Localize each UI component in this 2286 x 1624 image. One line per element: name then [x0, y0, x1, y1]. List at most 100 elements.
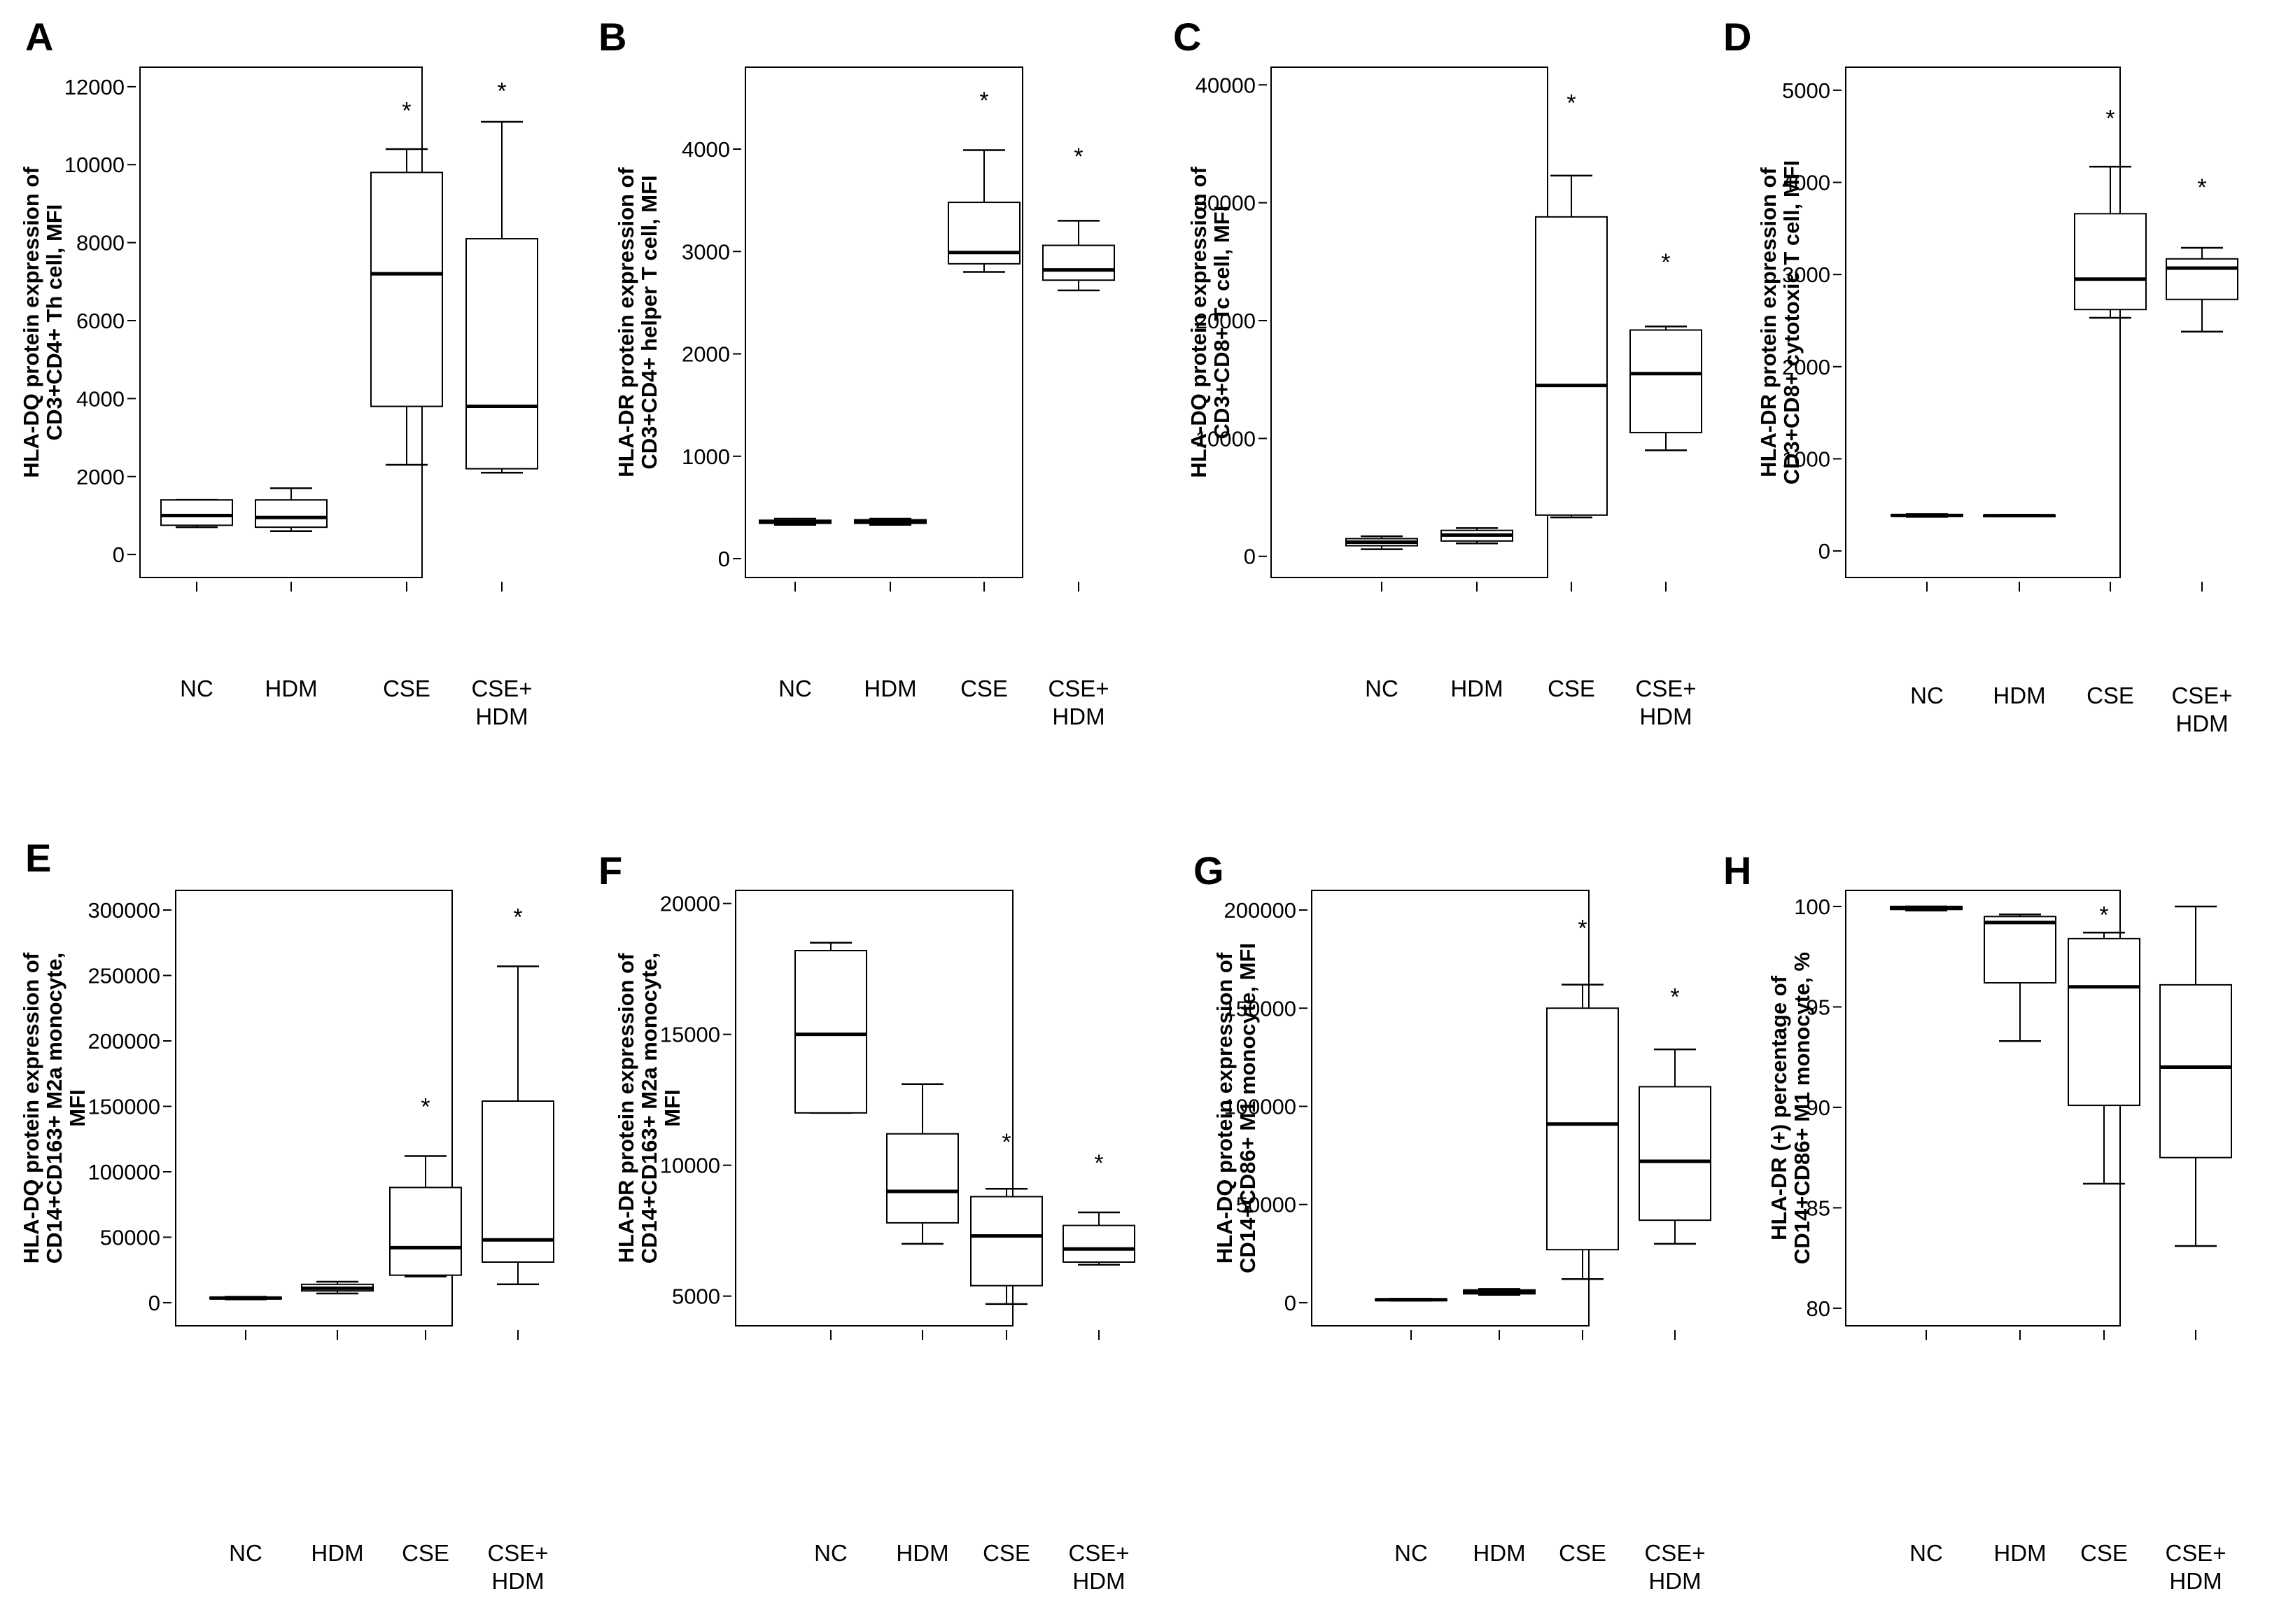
x-tick-label: HDM	[896, 1540, 948, 1566]
y-tick-label: 200000	[88, 1029, 160, 1054]
x-tick-label-line: NC	[1909, 1540, 1943, 1566]
y-axis-label-line: CD14+CD86+ M1 monocyte, %	[1790, 952, 1814, 1264]
significance-marker: *	[1002, 1129, 1011, 1156]
box-iqr	[1984, 916, 2056, 984]
significance-marker: *	[1661, 249, 1670, 276]
panel-letter: B	[598, 15, 626, 59]
y-tick-label: 100000	[88, 1160, 160, 1184]
y-tick-label: 30000	[1195, 191, 1256, 216]
plot-frame	[1845, 66, 2121, 578]
x-tick-label-line: HDM	[475, 704, 528, 729]
box-hdm	[886, 1083, 959, 1245]
x-tick-label: CSE	[960, 676, 1008, 701]
x-tick-label: HDM	[864, 676, 916, 701]
y-axis-label-line: HLA-DR protein expression of	[1756, 167, 1781, 477]
y-tick-label: 10000	[660, 1154, 720, 1178]
x-tick-label-line: CSE+	[2165, 1540, 2226, 1566]
x-tick-label: NC	[1910, 682, 1944, 708]
significance-marker: *	[2197, 174, 2206, 201]
y-tick-label: 2000	[76, 465, 125, 489]
plot-frame	[1270, 66, 1548, 578]
box-nc	[759, 517, 832, 526]
box-csehdm: *	[482, 904, 554, 1286]
y-tick-label: 15000	[660, 1023, 720, 1047]
panel-g: G HLA-DQ protein expression ofCD14+CD86+ …	[1193, 848, 1711, 1594]
y-axis-label: HLA-DQ protein expression ofCD3+CD8+ Tc …	[1186, 167, 1234, 478]
x-tick-label: CSE	[2080, 1540, 2128, 1566]
significance-marker: *	[1094, 1150, 1103, 1177]
panel-b: B HLA-DR protein expression ofCD3+CD4+ he…	[598, 15, 1115, 729]
y-tick-label: 40000	[1195, 73, 1256, 97]
x-tick-label: HDM	[265, 676, 317, 701]
y-tick-label: 4000	[76, 386, 125, 411]
box-iqr	[1639, 1086, 1711, 1222]
x-tick-label-line: CSE	[1548, 676, 1595, 701]
y-axis-label-line: HLA-DR (+) percentage of	[1767, 975, 1791, 1240]
x-tick-label: CSE+ HDM	[1068, 1540, 1129, 1594]
box-csehdm: *	[1063, 1150, 1135, 1266]
y-tick-label: 0	[113, 542, 125, 567]
box-iqr	[2074, 213, 2147, 311]
y-tick-label: 150000	[88, 1095, 160, 1119]
x-tick-label: CSE+ HDM	[487, 1540, 548, 1594]
y-axis-label-line: MFI	[65, 1089, 90, 1126]
y-tick-label: 3000	[1782, 262, 1830, 287]
plot-frame	[735, 890, 1014, 1326]
y-axis-label-line: HLA-DQ protein expression of	[19, 167, 43, 478]
x-tick-label: CSE	[383, 676, 430, 701]
box-iqr	[465, 238, 538, 470]
x-tick-label-line: CSE	[960, 676, 1008, 701]
x-tick-label: NC	[814, 1540, 848, 1566]
x-tick-label-line: NC	[180, 676, 213, 701]
box-cse: *	[2068, 902, 2140, 1185]
x-tick-label: NC	[229, 1540, 262, 1566]
significance-marker: *	[402, 97, 411, 124]
x-tick-label-line: HDM	[1450, 676, 1503, 701]
x-tick-label-line: CSE	[1559, 1540, 1606, 1566]
y-tick-label: 4000	[1782, 171, 1830, 195]
panel-letter: C	[1173, 15, 1201, 59]
box-iqr	[886, 1133, 959, 1224]
box-nc	[1890, 905, 1963, 911]
x-tick-label-line: CSE	[2087, 682, 2134, 708]
significance-marker: *	[979, 88, 988, 114]
y-tick-label: 1000	[1782, 447, 1830, 471]
x-tick-label: CSE	[983, 1540, 1030, 1566]
x-tick-label-line: CSE	[983, 1540, 1030, 1566]
x-tick-label: CSE+ HDM	[2165, 1540, 2226, 1594]
box-iqr	[482, 1100, 554, 1263]
x-tick-label: CSE+ HDM	[1635, 676, 1696, 729]
x-tick-label: CSE+ HDM	[1644, 1540, 1705, 1594]
y-tick-label: 0	[1284, 1291, 1296, 1315]
box-iqr	[1629, 329, 1702, 433]
significance-marker: *	[2099, 902, 2108, 928]
x-tick-label-line: HDM	[491, 1568, 544, 1594]
x-tick-label-line: CSE	[383, 676, 430, 701]
panel-letter: A	[25, 15, 53, 59]
box-cse: *	[1546, 915, 1619, 1280]
x-tick-label-line: HDM	[311, 1540, 363, 1566]
significance-marker: *	[497, 78, 506, 104]
box-hdm	[1984, 913, 2056, 1042]
x-tick-label: CSE+ HDM	[2171, 682, 2232, 736]
panel-letter: H	[1723, 848, 1751, 892]
box-csehdm: *	[1639, 983, 1711, 1245]
y-tick-label: 20000	[1195, 309, 1256, 333]
x-tick-label: CSE	[1548, 676, 1595, 701]
y-axis-label-line: CD3+CD4+ Th cell, MFI	[42, 204, 66, 441]
box-iqr	[1535, 216, 1608, 516]
panel-letter: D	[1723, 15, 1751, 59]
box-hdm	[301, 1280, 374, 1295]
x-tick-label-line: CSE+	[1068, 1540, 1129, 1566]
x-tick-label-line: HDM	[864, 676, 916, 701]
x-tick-label-line: CSE+	[1644, 1540, 1705, 1566]
y-axis-label: HLA-DQ protein expression ofCD14+CD86+ M…	[1212, 943, 1260, 1273]
x-tick-label-line: CSE	[402, 1540, 449, 1566]
y-tick-label: 1000	[682, 444, 730, 469]
y-tick-label: 100	[1794, 895, 1830, 919]
x-tick-label-line: HDM	[2169, 1568, 2222, 1594]
box-csehdm	[2159, 905, 2232, 1247]
y-tick-label: 5000	[1782, 78, 1830, 103]
x-tick-label: NC	[1365, 676, 1398, 701]
